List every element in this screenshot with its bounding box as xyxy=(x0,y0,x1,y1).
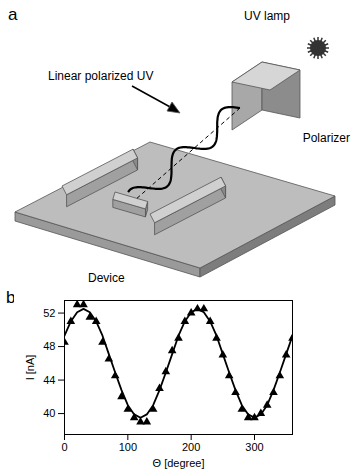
svg-text:100: 100 xyxy=(119,441,137,453)
svg-text:52: 52 xyxy=(43,307,55,319)
html-text:b: b xyxy=(6,288,16,307)
svg-text:a: a xyxy=(8,5,18,24)
svg-text:44: 44 xyxy=(43,374,55,386)
svg-text:200: 200 xyxy=(182,441,200,453)
svg-text:0: 0 xyxy=(61,441,67,453)
svg-text:UV lamp: UV lamp xyxy=(244,9,290,23)
svg-text:Linear polarized UV: Linear polarized UV xyxy=(48,69,153,83)
svg-text:40: 40 xyxy=(43,407,55,419)
svg-text:48: 48 xyxy=(43,340,55,352)
svg-text:Polarizer: Polarizer xyxy=(303,131,350,145)
svg-text:Θ [degree]: Θ [degree] xyxy=(153,457,205,469)
svg-text:Device: Device xyxy=(88,271,125,285)
svg-text:I [nA]: I [nA] xyxy=(24,355,36,381)
svg-text:300: 300 xyxy=(245,441,263,453)
